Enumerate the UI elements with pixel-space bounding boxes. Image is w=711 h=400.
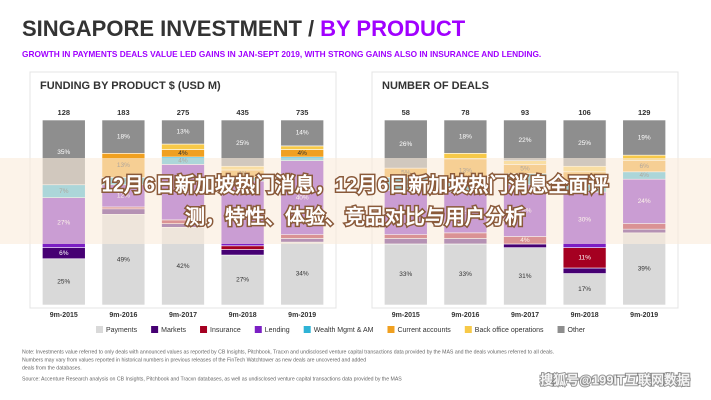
value-label: 33%	[459, 271, 472, 278]
legend-label: Lending	[265, 327, 290, 334]
value-label: 27%	[236, 277, 249, 284]
total-label: 58	[402, 108, 410, 117]
subtitle: GROWTH IN PAYMENTS DEALS VALUE LED GAINS…	[22, 49, 541, 59]
value-label: 13%	[176, 129, 189, 136]
bar-segment	[220, 245, 265, 250]
total-label: 129	[638, 108, 651, 117]
legend-label: Wealth Mgmt & AM	[314, 327, 374, 334]
x-tick-label: 9m-2018	[229, 312, 257, 319]
legend-swatch	[151, 326, 159, 333]
total-label: 183	[117, 108, 130, 117]
value-label: 18%	[459, 133, 472, 140]
x-tick-label: 9m-2015	[50, 312, 78, 319]
value-label: 14%	[296, 130, 309, 137]
value-label: 34%	[296, 270, 309, 277]
title-highlight: BY PRODUCT	[320, 16, 466, 41]
chart-title: NUMBER OF DEALS	[382, 80, 489, 92]
banner-text: 12月6日新加坡热门消息，12月6日新加坡热门消息全面评	[102, 172, 609, 196]
value-label: 25%	[57, 279, 70, 286]
bar-segment	[443, 243, 488, 306]
value-label: 22%	[518, 137, 531, 144]
value-label: 49%	[117, 256, 130, 263]
bar-segment	[161, 119, 205, 145]
total-label: 93	[521, 108, 529, 117]
value-label: 25%	[236, 140, 249, 147]
x-tick-label: 9m-2016	[451, 312, 479, 319]
chart-title: FUNDING BY PRODUCT $ (USD M)	[40, 80, 221, 92]
bar-segment	[443, 119, 488, 154]
bar-segment	[622, 232, 666, 306]
bar-segment	[503, 243, 547, 248]
value-label: 26%	[399, 141, 412, 148]
bar-segment	[562, 273, 607, 306]
x-tick-label: 9m-2017	[169, 312, 197, 319]
legend-label: Current accounts	[397, 327, 451, 334]
legend-label: Payments	[106, 327, 138, 334]
legend-swatch	[387, 326, 395, 333]
note-line: Numbers may vary from values reported in…	[22, 357, 366, 363]
bar-segment	[161, 143, 205, 150]
legend-label: Markets	[161, 327, 186, 334]
value-label: 42%	[176, 263, 189, 270]
bar-segment	[220, 249, 265, 256]
bar-segment	[280, 241, 324, 306]
bar-segment	[280, 145, 324, 150]
bar-segment	[280, 119, 324, 147]
x-tick-label: 9m-2019	[288, 312, 316, 319]
legend-swatch	[254, 326, 262, 333]
value-label: 18%	[117, 133, 130, 140]
bar-segment	[101, 119, 146, 154]
legend-swatch	[557, 326, 565, 333]
value-label: 17%	[578, 286, 591, 293]
value-label: 35%	[57, 149, 70, 156]
total-label: 275	[177, 108, 190, 117]
total-label: 735	[296, 108, 309, 117]
x-tick-label: 9m-2019	[630, 312, 658, 319]
x-tick-label: 9m-2017	[511, 312, 539, 319]
title: SINGAPORE INVESTMENT /	[22, 16, 314, 41]
legend-label: Other	[568, 327, 586, 334]
x-tick-label: 9m-2015	[392, 312, 420, 319]
legend-label: Insurance	[210, 327, 241, 334]
total-label: 78	[461, 108, 469, 117]
value-label: 25%	[578, 140, 591, 147]
legend-swatch	[200, 326, 208, 333]
legend-swatch	[303, 326, 311, 333]
value-label: 6%	[59, 250, 69, 257]
bar-segment	[503, 119, 547, 162]
legend-swatch	[464, 326, 472, 333]
note-line: Note: Investments value referred to only…	[22, 349, 554, 355]
source: Source: Accenture Research analysis on C…	[22, 376, 402, 382]
watermark: 搜狐号@199IT互联网数据	[540, 372, 690, 387]
value-label: 33%	[399, 271, 412, 278]
value-label: 4%	[178, 150, 188, 157]
legend-label: Back office operations	[475, 327, 544, 334]
value-label: 11%	[578, 255, 591, 262]
x-tick-label: 9m-2018	[571, 312, 599, 319]
bar-segment	[622, 119, 666, 156]
banner-band	[0, 158, 711, 244]
total-label: 435	[236, 108, 249, 117]
bar-segment	[384, 243, 428, 306]
bar-segment	[42, 258, 86, 306]
x-tick-label: 9m-2016	[109, 312, 137, 319]
total-label: 106	[578, 108, 591, 117]
legend-swatch	[96, 326, 103, 333]
value-label: 19%	[638, 134, 651, 141]
value-label: 39%	[638, 266, 651, 273]
banner-text: 测，特性、体验、竞品对比与用户分析	[185, 204, 525, 228]
value-label: 31%	[518, 273, 531, 280]
total-label: 128	[58, 108, 71, 117]
note-line: deals from the databases.	[22, 365, 82, 371]
bar-segment	[562, 267, 607, 274]
bar-segment	[503, 247, 547, 306]
value-label: 4%	[297, 150, 307, 157]
